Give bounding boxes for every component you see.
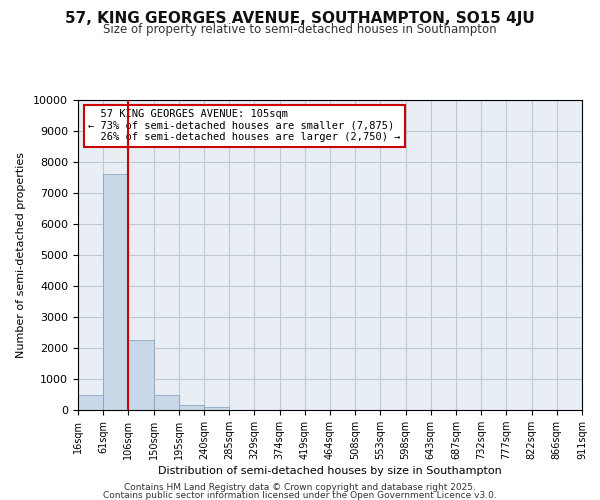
Bar	[154, 394, 179, 410]
Bar	[78, 394, 103, 410]
Bar	[179, 406, 204, 410]
Bar	[128, 340, 154, 410]
Text: 57 KING GEORGES AVENUE: 105sqm
← 73% of semi-detached houses are smaller (7,875): 57 KING GEORGES AVENUE: 105sqm ← 73% of …	[88, 110, 401, 142]
Text: 57, KING GEORGES AVENUE, SOUTHAMPTON, SO15 4JU: 57, KING GEORGES AVENUE, SOUTHAMPTON, SO…	[65, 10, 535, 26]
Bar	[204, 407, 229, 410]
Text: Contains public sector information licensed under the Open Government Licence v3: Contains public sector information licen…	[103, 490, 497, 500]
Bar	[103, 174, 128, 410]
Y-axis label: Number of semi-detached properties: Number of semi-detached properties	[16, 152, 26, 358]
Text: Size of property relative to semi-detached houses in Southampton: Size of property relative to semi-detach…	[103, 22, 497, 36]
Text: Contains HM Land Registry data © Crown copyright and database right 2025.: Contains HM Land Registry data © Crown c…	[124, 483, 476, 492]
X-axis label: Distribution of semi-detached houses by size in Southampton: Distribution of semi-detached houses by …	[158, 466, 502, 476]
